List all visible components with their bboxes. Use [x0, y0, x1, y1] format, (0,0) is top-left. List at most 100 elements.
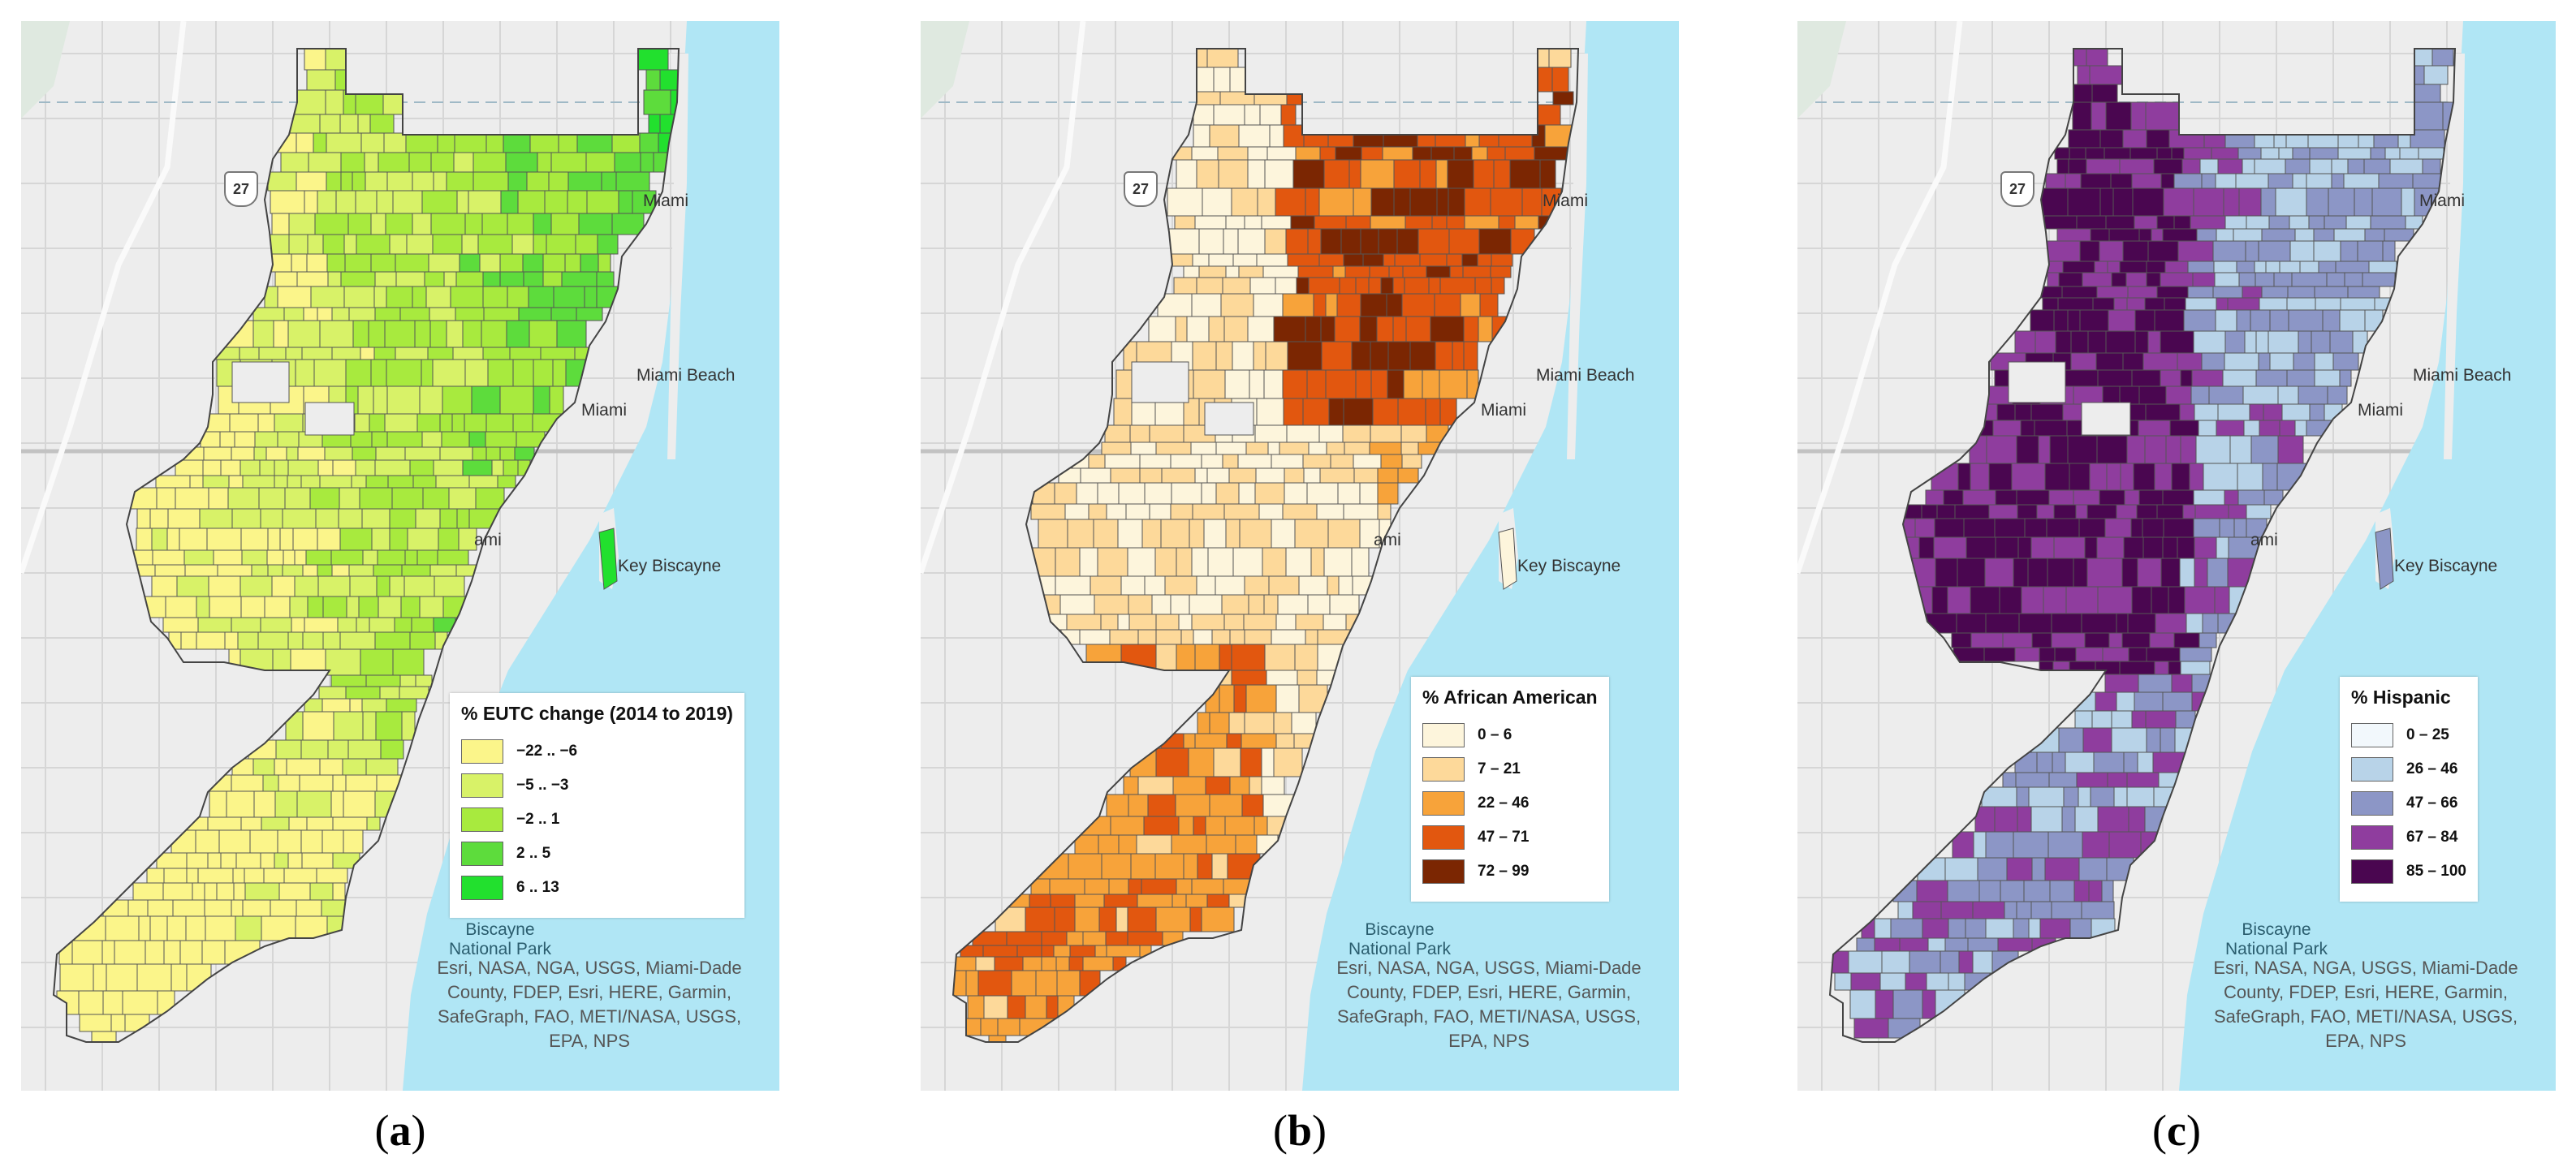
census-tract: [2198, 632, 2217, 648]
census-tract: [2422, 158, 2441, 174]
census-tract: [170, 963, 188, 992]
census-tract: [1504, 146, 1535, 161]
census-tract: [1944, 857, 1978, 881]
census-tract: [2045, 173, 2066, 189]
census-tract: [1394, 253, 1421, 267]
census-tract: [2099, 240, 2124, 262]
census-tract: [1338, 575, 1353, 596]
census-tract: [373, 286, 387, 308]
legend-label: 2 .. 5: [516, 845, 551, 862]
census-tract: [1154, 853, 1184, 880]
census-tract: [1170, 503, 1193, 520]
census-tract: [1359, 519, 1380, 549]
census-tract: [2034, 420, 2068, 437]
census-tract: [313, 359, 347, 387]
census-tract: [2153, 158, 2183, 174]
census-tract: [2180, 369, 2193, 387]
census-tract: [1191, 614, 1225, 631]
census-tract: [1194, 644, 1220, 671]
place-key-biscayne: Key Biscayne: [1517, 557, 1621, 575]
census-tract: [1899, 937, 1929, 952]
census-tract: [1376, 316, 1394, 342]
census-tract: [506, 320, 530, 348]
census-tract: [2203, 463, 2238, 491]
census-tract: [2069, 918, 2092, 939]
census-tract: [1292, 159, 1325, 189]
census-tract: [264, 596, 291, 618]
legend-swatch: [2351, 723, 2393, 747]
legend-swatch: [461, 739, 503, 764]
census-tract: [1025, 906, 1055, 932]
census-tract: [2237, 463, 2263, 491]
census-tract: [477, 234, 513, 255]
census-tract: [1377, 482, 1399, 505]
census-tract: [2043, 586, 2067, 614]
census-tract: [2179, 647, 2212, 662]
census-tract: [2128, 647, 2147, 662]
census-tract: [2138, 228, 2152, 242]
census-tract: [1232, 253, 1258, 267]
census-tract: [439, 508, 458, 529]
census-tract: [330, 674, 367, 687]
census-tract: [342, 758, 367, 776]
census-tract: [2160, 272, 2194, 287]
census-tract: [2131, 173, 2162, 189]
park-line2: National Park: [1348, 940, 1452, 958]
census-tract: [1168, 228, 1200, 255]
census-tract: [462, 459, 493, 476]
census-tract: [576, 307, 603, 321]
census-tract: [533, 359, 554, 387]
legend-label: 6 .. 13: [516, 879, 559, 896]
census-tract: [1273, 712, 1292, 734]
census-tract: [2108, 228, 2140, 242]
census-tract: [499, 253, 524, 273]
census-tract: [2207, 558, 2229, 588]
census-tract: [1249, 369, 1265, 399]
census-tract: [260, 617, 292, 633]
census-tract: [1405, 316, 1431, 342]
census-tract: [1245, 684, 1277, 713]
census-tract: [1284, 482, 1308, 505]
census-tract: [1477, 253, 1492, 267]
census-tract: [1336, 293, 1361, 317]
census-tract: [1850, 972, 1881, 991]
census-tract: [1232, 547, 1263, 577]
census-tract: [376, 575, 390, 597]
census-tract: [207, 852, 222, 869]
census-tract: [2202, 613, 2219, 634]
census-tract: [257, 413, 275, 433]
census-tract: [2237, 147, 2262, 160]
census-tract: [2194, 536, 2217, 559]
census-tract: [2144, 297, 2165, 311]
census-tract: [645, 69, 661, 91]
census-tract: [2217, 158, 2243, 174]
census-tract: [2091, 710, 2112, 729]
census-tract: [1319, 467, 1355, 484]
census-tract: [1247, 146, 1268, 161]
census-tract: [454, 132, 487, 153]
census-tract: [2137, 558, 2162, 588]
census-tract: [166, 915, 187, 941]
census-tract: [332, 882, 346, 901]
census-tract: [442, 385, 472, 415]
census-tract: [2267, 330, 2299, 354]
census-tract: [185, 915, 206, 941]
census-tract: [1430, 316, 1465, 342]
census-tract: [1207, 547, 1234, 577]
census-tract: [1892, 989, 1923, 1019]
census-tract: [1128, 878, 1142, 895]
census-tract: [2279, 261, 2301, 273]
census-tract: [2030, 806, 2063, 833]
census-tract: [1370, 215, 1406, 230]
census-tract: [310, 286, 345, 308]
census-tract: [1297, 670, 1318, 686]
census-tract: [1320, 228, 1342, 255]
place-miami-beach: Miami Beach: [2413, 366, 2512, 385]
census-tract: [283, 868, 317, 884]
census-tract: [404, 549, 418, 566]
census-tract: [1127, 931, 1163, 946]
census-tract: [1244, 215, 1262, 230]
census-tract: [2315, 297, 2341, 311]
census-tract: [205, 915, 236, 941]
place-miami-low: ami: [2250, 531, 2278, 549]
